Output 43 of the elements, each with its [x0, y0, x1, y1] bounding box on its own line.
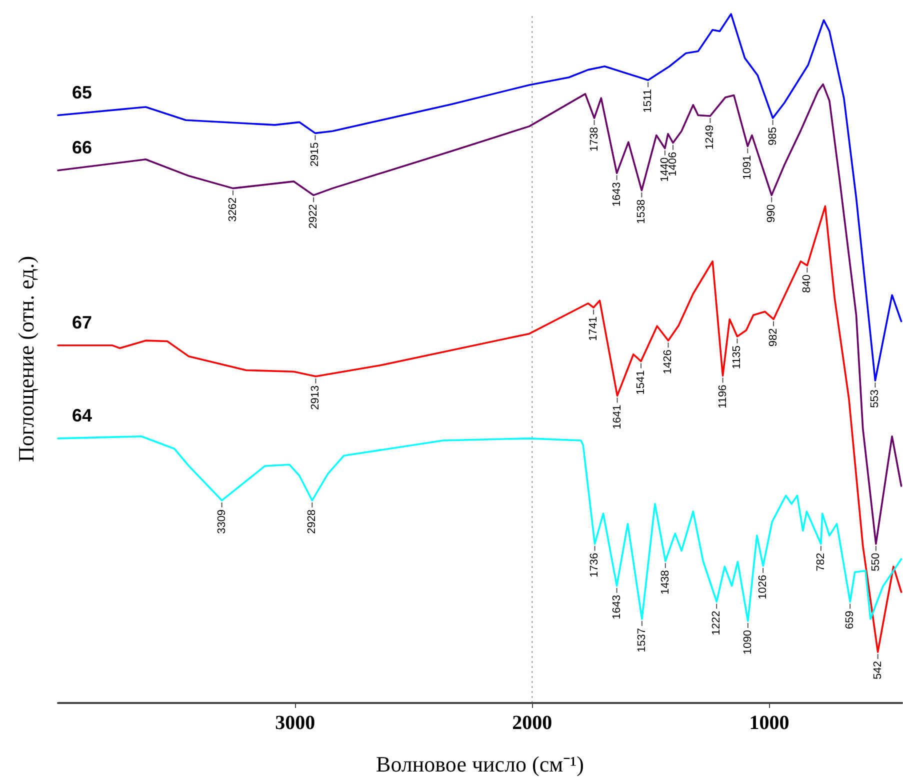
annotation: 1026: [757, 574, 770, 600]
annotation: 1537: [636, 628, 648, 652]
x-axis-title: Волновое число (см⁻¹): [376, 752, 584, 776]
annotation: 1135: [731, 345, 744, 370]
annotation: 2928: [306, 509, 318, 534]
annotation: 985: [766, 127, 779, 146]
y-axis-title: Поглощение (отн. ед.): [14, 256, 38, 462]
annotation: 1222: [710, 610, 723, 636]
annotation: 1249: [704, 124, 716, 150]
annotation: 982: [768, 328, 780, 347]
annotation: 3309: [216, 509, 228, 534]
x-tick-label: 1000: [749, 712, 790, 734]
annotation: 782: [814, 552, 827, 572]
annotation: 1511: [642, 89, 654, 113]
series-label: 64: [72, 405, 92, 426]
series-label: 67: [72, 312, 92, 332]
annotation: 2913: [310, 385, 322, 410]
annotation: 1541: [634, 370, 647, 395]
annotation: 1738: [588, 127, 600, 152]
annotation: 1091: [742, 155, 754, 180]
annotation: 2922: [308, 204, 320, 229]
annotation: 550: [870, 552, 882, 572]
annotation: 2915: [309, 142, 322, 167]
annotation: 1741: [588, 316, 600, 341]
annotation: 659: [844, 610, 856, 630]
annotation: 840: [801, 274, 814, 293]
annotation: 1641: [611, 404, 624, 430]
annotation: 3262: [226, 197, 239, 222]
x-tick-label: 2000: [512, 712, 552, 734]
annotation: 1196: [716, 384, 729, 408]
annotation: 1538: [636, 199, 648, 224]
annotation: 1090: [742, 630, 754, 654]
x-tick-label: 3000: [275, 712, 316, 734]
annotation: 553: [869, 390, 882, 408]
series-label: 66: [72, 137, 92, 158]
series-label: 65: [72, 82, 92, 102]
annotation: 542: [872, 661, 884, 680]
annotation: 1643: [610, 182, 623, 207]
annotation: 1438: [659, 570, 672, 595]
annotation: 1426: [662, 350, 674, 374]
annotation: 1736: [588, 552, 601, 578]
annotation: 1643: [610, 594, 623, 620]
annotation: 990: [766, 204, 778, 223]
